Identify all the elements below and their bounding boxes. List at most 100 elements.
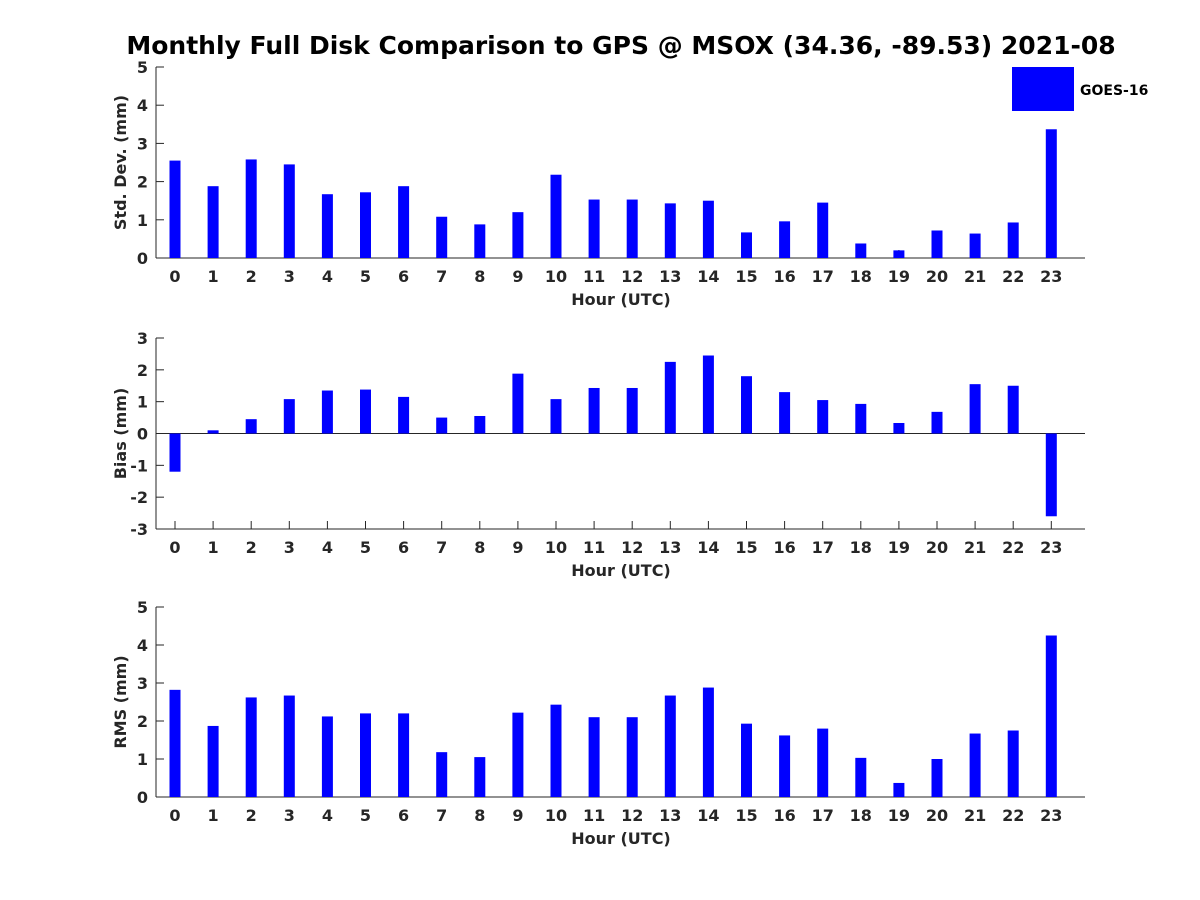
- x-tick-label: 19: [888, 538, 910, 557]
- bar-13: [664, 361, 676, 434]
- x-tick-label: 6: [398, 267, 409, 286]
- x-tick-label: 17: [812, 806, 834, 825]
- bar-0: [169, 433, 181, 472]
- y-tick-label: 0: [137, 249, 148, 268]
- bar-6: [398, 396, 410, 434]
- x-tick-label: 8: [474, 267, 485, 286]
- x-tick-label: 1: [208, 267, 219, 286]
- x-tick-label: 9: [512, 267, 523, 286]
- bar-7: [436, 752, 448, 797]
- x-tick-label: 11: [583, 267, 605, 286]
- x-tick-label: 8: [474, 538, 485, 557]
- bar-19: [893, 782, 905, 797]
- x-tick-label: 20: [926, 806, 948, 825]
- x-tick-label: 19: [888, 806, 910, 825]
- x-tick-label: 6: [398, 538, 409, 557]
- bar-9: [512, 212, 524, 258]
- y-tick-label: 2: [137, 173, 148, 192]
- x-tick-label: 20: [926, 538, 948, 557]
- x-tick-label: 4: [322, 267, 333, 286]
- bar-18: [855, 243, 867, 258]
- x-tick-label: 11: [583, 806, 605, 825]
- legend: GOES-16: [1012, 67, 1148, 111]
- y-tick-label: 0: [137, 425, 148, 444]
- bar-13: [664, 203, 676, 258]
- x-tick-label: 2: [246, 538, 257, 557]
- bar-22: [1007, 222, 1019, 258]
- x-tick-label: 21: [964, 538, 986, 557]
- x-tick-label: 23: [1040, 538, 1062, 557]
- x-tick-label: 15: [735, 267, 757, 286]
- x-tick-label: 3: [284, 806, 295, 825]
- bar-19: [893, 250, 905, 258]
- bar-9: [512, 373, 524, 434]
- x-tick-label: 18: [850, 267, 872, 286]
- x-tick-label: 23: [1040, 267, 1062, 286]
- bar-5: [360, 192, 371, 258]
- bar-8: [474, 224, 486, 258]
- bar-21: [969, 733, 981, 797]
- x-axis-label: Hour (UTC): [571, 829, 671, 848]
- bar-3: [283, 695, 295, 797]
- bar-0: [169, 160, 181, 258]
- x-tick-label: 17: [812, 538, 834, 557]
- bar-12: [626, 199, 638, 258]
- bar-11: [588, 199, 600, 258]
- bar-15: [741, 232, 752, 258]
- x-tick-label: 21: [964, 806, 986, 825]
- y-tick-label: 5: [137, 58, 148, 77]
- bar-1: [207, 430, 219, 434]
- bar-18: [855, 757, 867, 797]
- x-tick-label: 7: [436, 538, 447, 557]
- bar-2: [245, 419, 257, 434]
- bar-21: [969, 233, 981, 258]
- y-tick-label: 2: [137, 361, 148, 380]
- bar-4: [321, 716, 333, 797]
- bar-16: [779, 735, 791, 797]
- bar-4: [321, 390, 333, 434]
- y-tick-label: 0: [137, 788, 148, 807]
- y-axis-label: Bias (mm): [111, 388, 130, 480]
- x-tick-label: 1: [208, 538, 219, 557]
- y-axis-label: RMS (mm): [111, 655, 130, 748]
- x-axis-label: Hour (UTC): [571, 561, 671, 580]
- y-tick-label: 1: [137, 750, 148, 769]
- y-tick-label: 5: [137, 598, 148, 617]
- bar-1: [207, 186, 219, 258]
- bar-9: [512, 712, 524, 797]
- bar-10: [550, 174, 562, 258]
- x-tick-label: 5: [360, 538, 371, 557]
- bar-13: [664, 695, 676, 797]
- x-axis-label: Hour (UTC): [571, 290, 671, 309]
- x-tick-label: 8: [474, 806, 485, 825]
- bar-10: [550, 399, 562, 434]
- bar-14: [702, 355, 714, 434]
- bar-23: [1045, 635, 1057, 797]
- x-tick-label: 3: [284, 538, 295, 557]
- x-tick-label: 9: [512, 538, 523, 557]
- bar-18: [855, 403, 867, 434]
- bar-14: [702, 687, 714, 797]
- y-tick-label: 4: [137, 96, 148, 115]
- x-tick-label: 14: [697, 267, 719, 286]
- x-tick-label: 10: [545, 806, 567, 825]
- x-tick-label: 1: [208, 806, 219, 825]
- x-tick-label: 4: [322, 538, 333, 557]
- x-tick-label: 14: [697, 538, 719, 557]
- x-tick-label: 16: [773, 267, 795, 286]
- x-tick-label: 2: [246, 806, 257, 825]
- x-tick-label: 12: [621, 538, 643, 557]
- y-tick-label: -1: [130, 456, 148, 475]
- x-tick-label: 13: [659, 538, 681, 557]
- bar-3: [283, 164, 295, 258]
- bar-17: [817, 728, 829, 797]
- bar-12: [626, 387, 638, 434]
- bar-23: [1045, 433, 1057, 517]
- bar-7: [436, 216, 448, 258]
- bar-6: [398, 186, 410, 258]
- x-tick-label: 3: [284, 267, 295, 286]
- bar-5: [360, 389, 371, 434]
- bar-21: [969, 384, 981, 434]
- y-tick-label: 1: [137, 393, 148, 412]
